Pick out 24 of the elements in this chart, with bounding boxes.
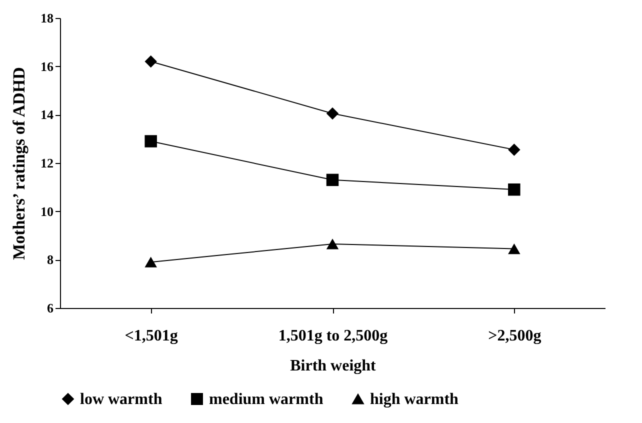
- point: [326, 107, 339, 120]
- legend-label: medium warmth: [209, 391, 324, 408]
- y-tick-label: 8: [47, 252, 54, 268]
- point: [508, 183, 520, 196]
- y-tick-label: 16: [40, 58, 54, 74]
- point: [144, 135, 157, 148]
- x-tick-label: >2,500g: [488, 328, 542, 344]
- point: [144, 55, 157, 68]
- y-tick-label: 18: [40, 10, 54, 26]
- y-axis-title: Mothers’ ratings of ADHD: [10, 67, 28, 260]
- x-axis-title: Birth weight: [290, 358, 377, 374]
- point: [326, 238, 339, 250]
- y-tick-label: 12: [40, 156, 54, 170]
- y-tick-label: 10: [40, 204, 54, 219]
- y-tick-label: 6: [47, 300, 54, 316]
- point: [508, 243, 520, 254]
- point: [144, 256, 157, 268]
- x-tick-label: 1,501g to 2,500g: [278, 328, 388, 344]
- x-tick-label: <1,501g: [124, 328, 178, 344]
- legend-label: low warmth: [80, 391, 162, 408]
- point: [508, 144, 520, 156]
- point: [326, 174, 339, 186]
- y-tick-label: 14: [40, 107, 54, 122]
- legend-label: high warmth: [370, 391, 459, 408]
